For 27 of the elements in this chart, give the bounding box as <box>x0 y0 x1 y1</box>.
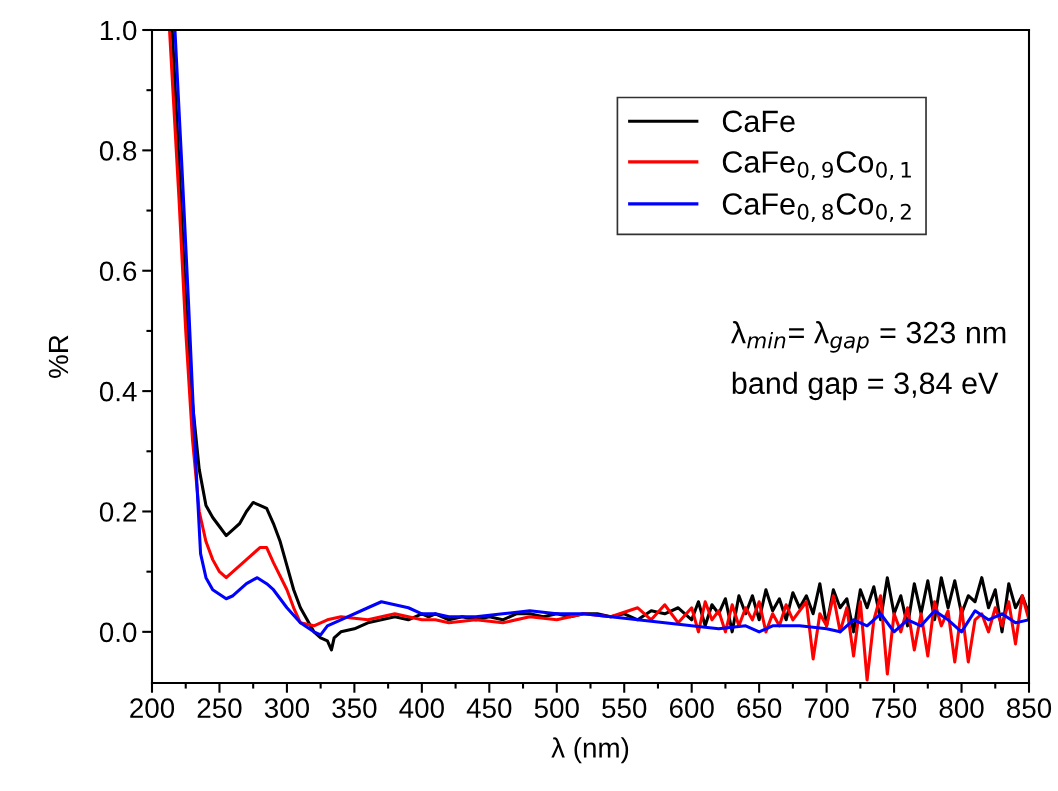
x-tick-label: 250 <box>197 698 242 718</box>
x-tick-label: 450 <box>466 698 512 718</box>
x-axis-title: λ (nm) <box>551 737 629 764</box>
x-tick-label: 500 <box>534 698 579 718</box>
y-tick-label: 0.4 <box>99 381 137 402</box>
y-tick-label: 0.6 <box>99 261 137 282</box>
y-tick-label: 0.8 <box>99 141 137 161</box>
y-tick-label: 0.0 <box>99 622 137 643</box>
annotation: λ$_{min}$= λ$_{gap}$ = 323 nm <box>731 321 1006 353</box>
x-tick-label: 650 <box>737 698 782 718</box>
legend-label: CaFe$_{0,8}$Co$_{0,2}$ <box>722 193 911 223</box>
x-tick-label: 350 <box>332 698 377 718</box>
x-tick-label: 550 <box>602 698 647 718</box>
legend-label: CaFe$_{0,9}$Co$_{0,1}$ <box>722 151 911 181</box>
y-tick-label: 1.0 <box>100 20 137 41</box>
x-tick-label: 600 <box>669 698 714 718</box>
x-tick-label: 400 <box>399 698 444 718</box>
x-tick-label: 200 <box>130 698 175 718</box>
x-tick-label: 700 <box>804 698 849 718</box>
x-tick-label: 300 <box>264 698 310 718</box>
annotation: band gap = 3,84 eV <box>732 371 999 401</box>
x-tick-label: 800 <box>939 698 984 718</box>
x-tick-label: 750 <box>872 698 917 718</box>
y-axis-title: %R <box>48 335 69 378</box>
y-tick-label: 0.2 <box>99 502 137 522</box>
x-tick-label: 850 <box>1007 698 1052 718</box>
legend-label: CaFe <box>722 110 795 133</box>
